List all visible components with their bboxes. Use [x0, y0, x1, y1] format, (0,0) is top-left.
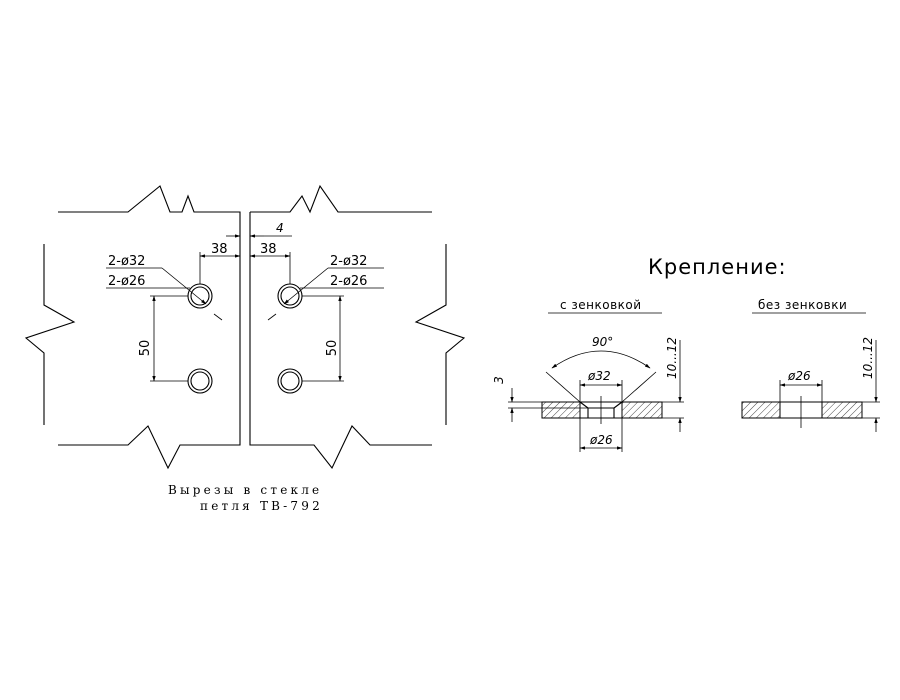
gap-dimension: [226, 222, 292, 244]
dimensions-left: [106, 252, 241, 382]
right-glass-panel: [249, 184, 466, 470]
edge-dimension-right-label: 38: [260, 242, 277, 257]
edge-dimension-left-label: 38: [211, 242, 228, 257]
countersunk-bottom-diameter: ø26: [589, 433, 613, 447]
caption-line-2: петля ТВ-792: [200, 499, 323, 513]
holes-right-sublabel: 2-ø26: [330, 274, 367, 289]
spacing-dimension-right-label: 50: [325, 340, 340, 357]
holes-left: [187, 283, 213, 394]
countersunk-angle: 90°: [592, 335, 613, 349]
countersunk-top-diameter: ø32: [587, 369, 611, 383]
holes-right: [277, 283, 303, 394]
countersunk-variant: [508, 312, 684, 452]
plain-diameter: ø26: [787, 369, 811, 383]
holes-left-label: 2-ø32: [108, 254, 145, 269]
plain-label: без зенковки: [758, 298, 847, 312]
countersunk-thickness: 10...12: [665, 337, 679, 379]
plain-variant: [741, 312, 880, 432]
caption-line-1: Вырезы в стекле: [168, 483, 322, 497]
holes-right-label: 2-ø32: [330, 254, 367, 269]
dimensions-right: [249, 252, 384, 382]
holes-left-sublabel: 2-ø26: [108, 274, 145, 289]
plain-thickness: 10...12: [861, 337, 875, 379]
countersunk-depth: 3: [492, 376, 506, 384]
gap-dimension-label: 4: [276, 221, 284, 235]
left-glass-panel: [24, 185, 241, 470]
countersunk-label: с зенковкой: [560, 298, 642, 312]
mounting-title: Крепление:: [648, 255, 787, 279]
spacing-dimension-left-label: 50: [138, 340, 153, 357]
